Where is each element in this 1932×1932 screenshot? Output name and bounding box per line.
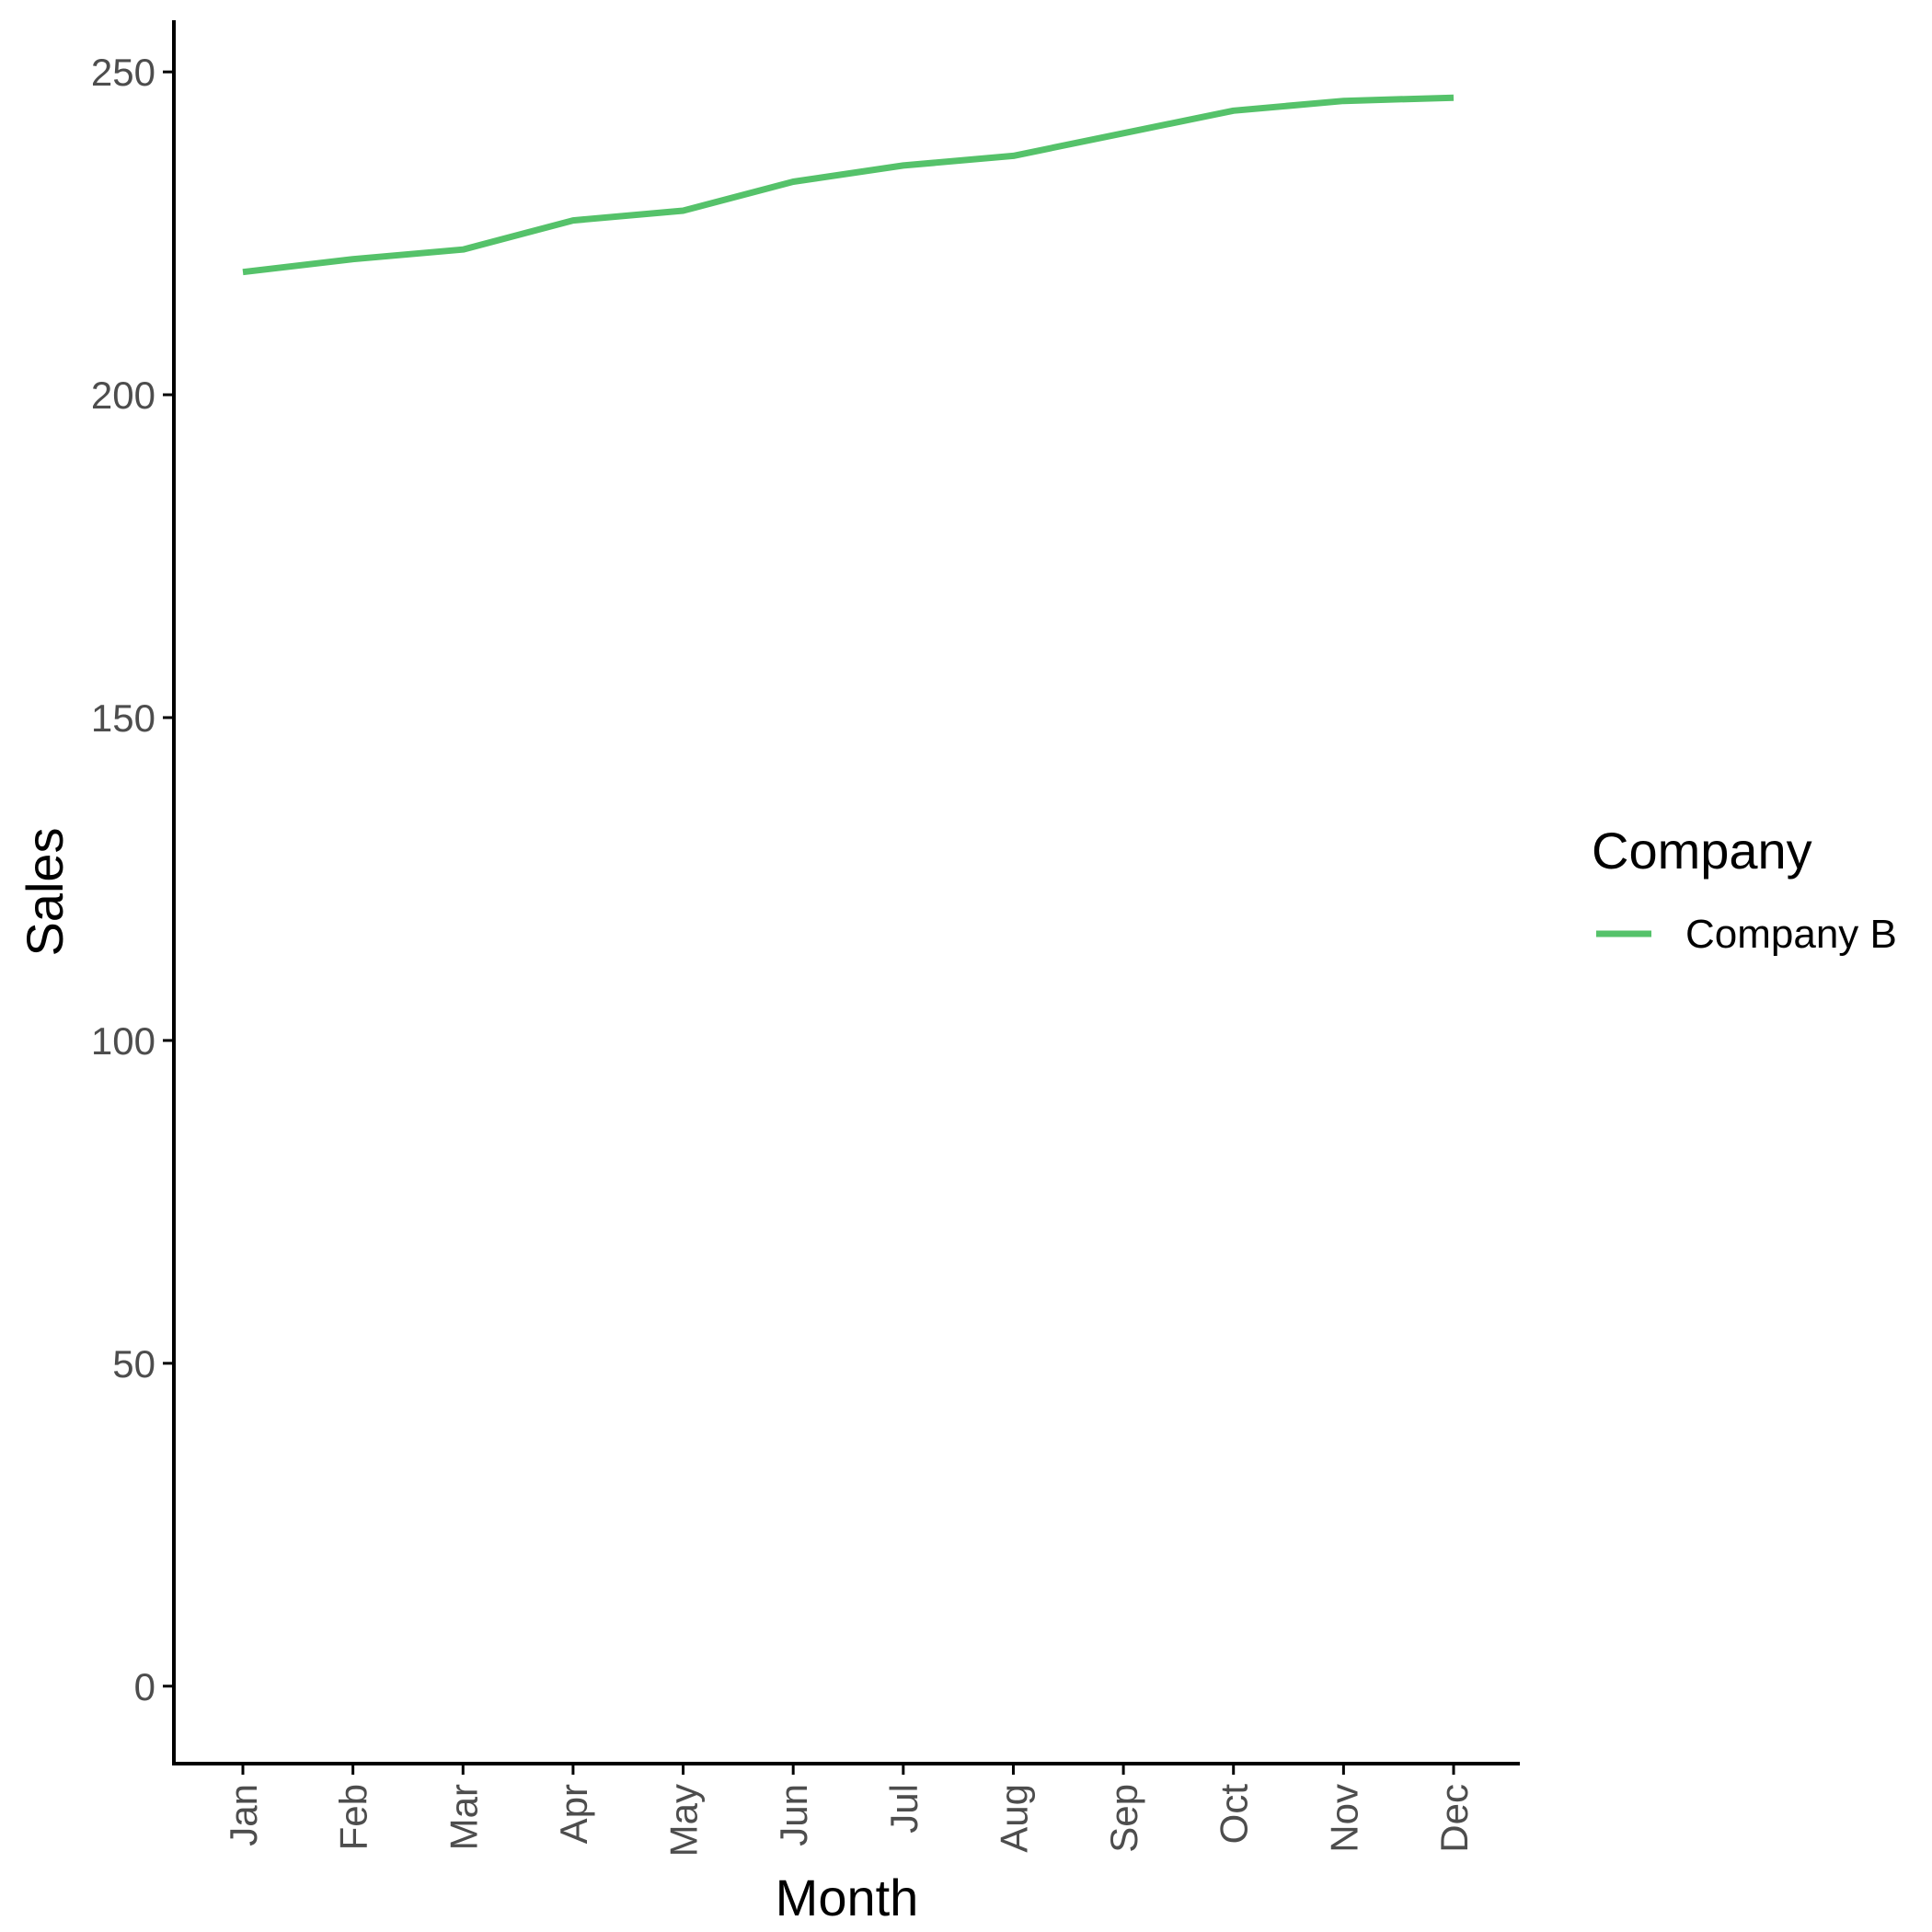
y-tick-label: 100 [91, 1019, 155, 1063]
x-tick-label: Jul [882, 1784, 926, 1834]
legend-items: Company B [1596, 912, 1897, 957]
x-tick-label: Apr [552, 1784, 595, 1844]
y-tick-label: 0 [134, 1665, 155, 1708]
series-line [242, 94, 1455, 276]
x-tick-label: Feb [332, 1784, 375, 1850]
x-tick-label: Jan [222, 1784, 265, 1846]
x-tick-label: Jun [772, 1784, 815, 1846]
legend-label: Company B [1685, 912, 1897, 957]
x-tick-label: Nov [1322, 1784, 1365, 1853]
x-axis-title: Month [776, 1869, 919, 1926]
y-tick-label: 250 [91, 51, 155, 94]
x-axis-ticks: Jan Feb Mar Apr May Jun Jul Aug Sep Oct Nov Dec [222, 1764, 1476, 1857]
y-tick-label: 50 [112, 1342, 155, 1386]
x-tick-label: Aug [992, 1784, 1035, 1853]
legend: Company Company B [1592, 822, 1897, 957]
x-tick-label: Mar [442, 1784, 485, 1850]
y-axis-ticks: 0 50 100 150 200 250 [91, 51, 174, 1708]
series-layer [242, 94, 1455, 276]
x-tick-label: Dec [1432, 1784, 1476, 1853]
x-tick-label: May [662, 1784, 706, 1857]
y-axis-title: Sales [16, 827, 74, 956]
x-tick-label: Oct [1213, 1784, 1256, 1845]
legend-title: Company [1592, 822, 1812, 880]
x-tick-label: Sep [1102, 1784, 1145, 1853]
y-tick-label: 200 [91, 374, 155, 417]
y-tick-label: 150 [91, 696, 155, 740]
